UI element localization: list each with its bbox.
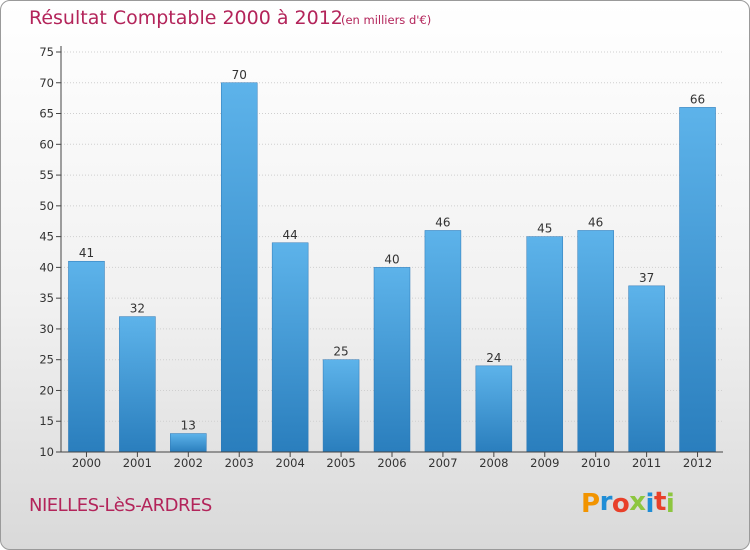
x-tick-label: 2012: [683, 456, 712, 470]
x-tick-label: 2011: [632, 456, 661, 470]
bar-2005[interactable]: [322, 359, 360, 453]
bar-2009[interactable]: [526, 236, 564, 453]
data-label-2006: 40: [384, 252, 399, 266]
y-tick-label: 45: [39, 230, 54, 244]
y-tick-label: 25: [39, 353, 54, 367]
y-tick-label: 55: [39, 168, 54, 182]
y-tick-label: 15: [39, 414, 54, 428]
y-tick-label: 65: [39, 107, 54, 121]
logo-letter: i: [645, 489, 655, 519]
x-tick-label: 2010: [581, 456, 610, 470]
x-tick-label: 2006: [377, 456, 406, 470]
bar-2011[interactable]: [628, 285, 665, 453]
data-label-2003: 70: [232, 68, 247, 82]
data-label-2004: 44: [283, 228, 298, 242]
y-tick-label: 60: [39, 137, 54, 151]
data-label-2005: 25: [333, 345, 348, 359]
x-tick-label: 2003: [225, 456, 254, 470]
y-tick-label: 75: [39, 45, 54, 59]
x-tick-label: 2008: [479, 456, 508, 470]
bar-2010[interactable]: [577, 230, 614, 453]
bar-2004[interactable]: [271, 242, 309, 453]
y-tick-label: 70: [39, 76, 54, 90]
data-label-2001: 32: [130, 302, 145, 316]
bar-2001[interactable]: [119, 316, 156, 453]
bar-2006[interactable]: [373, 267, 411, 453]
y-tick-label: 10: [39, 445, 54, 459]
y-tick-label: 35: [39, 291, 54, 305]
x-tick-label: 2001: [123, 456, 152, 470]
proxiti-logo[interactable]: Proxiti: [581, 487, 675, 519]
bar-2003[interactable]: [220, 82, 258, 453]
x-tick-label: 2009: [530, 456, 559, 470]
bar-2008[interactable]: [475, 365, 513, 453]
data-label-2009: 45: [537, 222, 552, 236]
axes: 10 15 20 25 30 35 40 45 50 55 60 65 70 75 2000 2001 2002…: [39, 45, 723, 470]
data-label-2010: 46: [588, 215, 603, 229]
y-tick-label: 30: [39, 322, 54, 336]
place-name: NIELLES-LèS-ARDRES: [29, 495, 212, 516]
x-tick-label: 2002: [174, 456, 203, 470]
x-tick-label: 2004: [276, 456, 305, 470]
data-label-2007: 46: [435, 215, 450, 229]
data-label-2011: 37: [639, 271, 654, 285]
logo-letter: o: [611, 489, 630, 519]
data-label-2002: 13: [181, 419, 196, 433]
logo-letter: i: [665, 489, 675, 519]
logo-letter: r: [599, 487, 613, 517]
bar-2002[interactable]: [170, 433, 207, 453]
bars: 41 32 13 70 44 25 40 46 24 45 46 37 66: [68, 68, 716, 453]
logo-letter: x: [629, 487, 646, 517]
logo-letter: t: [653, 487, 666, 517]
x-tick-label: 2005: [326, 456, 355, 470]
data-label-2012: 66: [690, 92, 705, 106]
chart-subtitle: (en milliers d'€): [341, 13, 432, 27]
x-tick-label: 2007: [428, 456, 457, 470]
bar-2000[interactable]: [68, 260, 105, 453]
y-tick-label: 20: [39, 383, 54, 397]
data-label-2008: 24: [486, 351, 501, 365]
logo-letter: P: [581, 489, 600, 519]
x-tick-label: 2000: [72, 456, 101, 470]
chart-title: Résultat Comptable 2000 à 2012: [29, 7, 343, 29]
y-tick-label: 40: [39, 260, 54, 274]
data-label-2000: 41: [79, 246, 94, 260]
y-tick-label: 50: [39, 199, 54, 213]
bar-2012[interactable]: [679, 107, 716, 453]
bar-2007[interactable]: [424, 230, 462, 453]
